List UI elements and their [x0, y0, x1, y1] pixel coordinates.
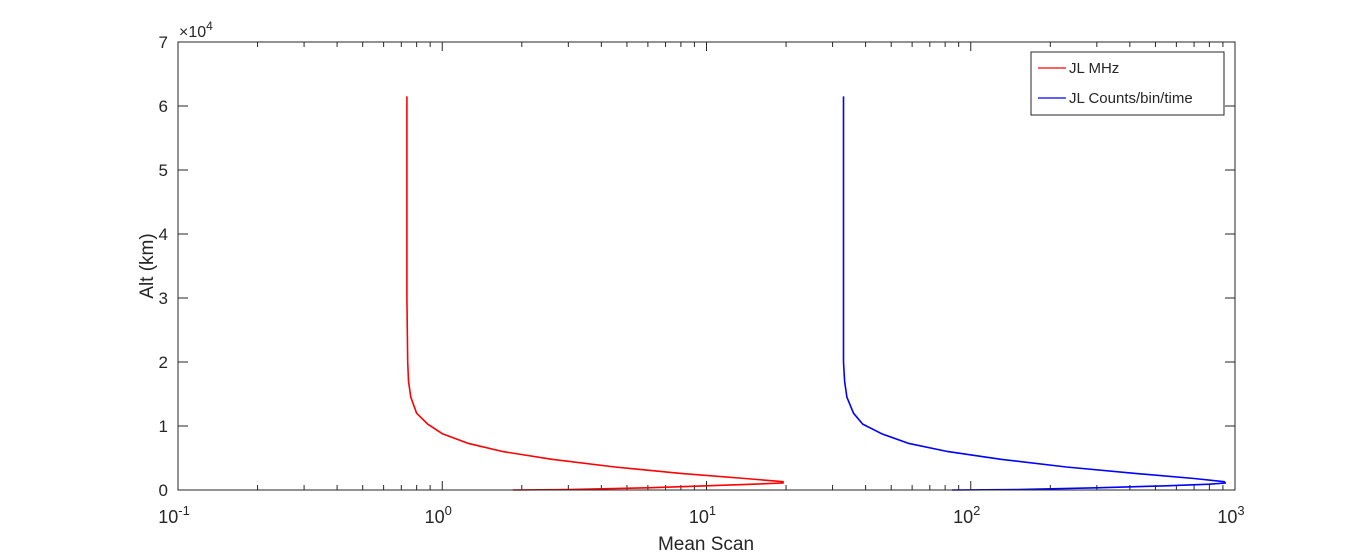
y-tick-label: 2 [159, 353, 168, 372]
legend-box [1030, 51, 1225, 116]
y-tick-label: 7 [159, 33, 168, 52]
y-multiplier: ×104 [179, 19, 213, 41]
y-tick-label: 5 [159, 161, 168, 180]
x-tick-label: 102 [953, 503, 980, 527]
x-tick-label: 10-1 [158, 503, 190, 527]
axes: 10-1 100 101 102 103 0 1 2 3 4 5 6 7 ×104 Mean Scan Alt… [137, 19, 1245, 555]
x-axis-label: Mean Scan [658, 534, 754, 555]
axes-frame [177, 41, 1236, 491]
y-tick-label: 1 [159, 417, 168, 436]
y-tick-label: 6 [159, 97, 168, 116]
x-tick-label: 100 [425, 503, 452, 527]
legend: JL MHz JL Counts/bin/time [1030, 51, 1225, 116]
y-tick-label: 0 [159, 481, 168, 500]
legend-label-1: JL Counts/bin/time [1069, 90, 1193, 107]
y-tick-label: 3 [159, 289, 168, 308]
series-lines [406, 96, 1227, 491]
y-tick-label: 4 [159, 225, 168, 244]
x-tick-label: 101 [689, 503, 716, 527]
x-tick-label: 103 [1217, 503, 1244, 527]
legend-label-0: JL MHz [1069, 60, 1119, 77]
series-line-1 [842, 96, 1227, 491]
y-axis-label: Alt (km) [137, 233, 158, 298]
series-line-0 [406, 96, 784, 491]
